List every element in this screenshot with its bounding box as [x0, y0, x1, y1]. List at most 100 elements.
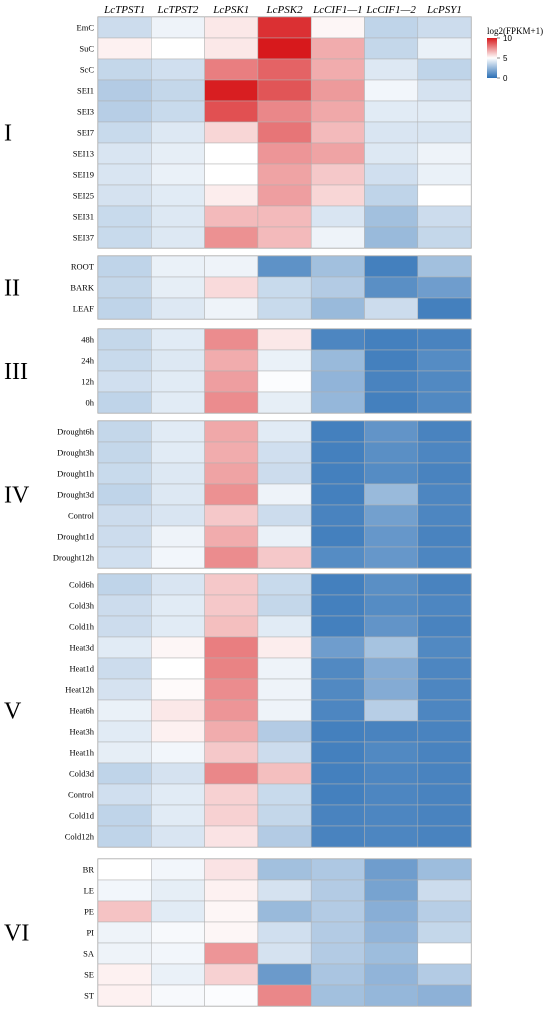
- heatmap-cell: [151, 370, 205, 393]
- heatmap-cell: [364, 678, 419, 701]
- column-label: LcCIF1—1: [312, 4, 363, 16]
- colorbar-ticks: 10 5 0: [497, 34, 512, 83]
- heatmap-cell: [310, 921, 365, 944]
- heatmap-cell: [151, 699, 205, 722]
- heatmap-cell: [204, 657, 259, 680]
- heatmap-cell: [417, 699, 472, 722]
- heatmap-cell: [310, 79, 365, 102]
- heatmap-cell: [97, 879, 152, 902]
- heatmap-cell: [97, 276, 152, 299]
- heatmap-groups: EmC SuC ScC SEI1 SEI3 SEI7 SEI13 SEI19 SEI25 SEI3…: [4, 16, 472, 1007]
- heatmap-cell: [417, 58, 472, 81]
- heatmap-cell: [257, 205, 312, 228]
- heatmap-cell: [417, 483, 472, 506]
- row-label: ScC: [80, 65, 95, 75]
- row-label: SEI25: [73, 191, 94, 201]
- heatmap-cell: [364, 276, 419, 299]
- heatmap-cell: [310, 525, 365, 548]
- row-label: Heat1d: [69, 664, 94, 674]
- heatmap-cell: [257, 762, 312, 785]
- heatmap-cell: [204, 483, 259, 506]
- heatmap-cell: [151, 100, 205, 123]
- heatmap-cell: [97, 942, 152, 965]
- heatmap-cell: [417, 142, 472, 165]
- heatmap-cell: [257, 37, 312, 60]
- heatmap-cell: [204, 858, 259, 881]
- heatmap-cell: [257, 699, 312, 722]
- row-label: Heat12h: [65, 685, 95, 695]
- heatmap-cell: [257, 100, 312, 123]
- heatmap-cell: [310, 720, 365, 743]
- heatmap-cell: [417, 900, 472, 923]
- heatmap-cell: [257, 483, 312, 506]
- heatmap-cell: [204, 963, 259, 986]
- row-label: ST: [84, 991, 95, 1001]
- heatmap-cell: [310, 163, 365, 186]
- row-label: BR: [83, 865, 95, 875]
- heatmap-cell: [97, 900, 152, 923]
- heatmap-cell: [364, 121, 419, 144]
- heatmap-cell: [204, 525, 259, 548]
- row-label: Cold1d: [69, 811, 95, 821]
- heatmap-cell: [364, 573, 419, 596]
- row-label: Drought3h: [57, 448, 95, 458]
- heatmap-cell: [364, 615, 419, 638]
- heatmap-cell: [364, 783, 419, 806]
- heatmap-cell: [257, 741, 312, 764]
- heatmap-cell: [417, 678, 472, 701]
- heatmap-cell: [364, 762, 419, 785]
- heatmap-cell: [151, 255, 205, 278]
- heatmap-cell: [151, 525, 205, 548]
- heatmap-cell: [364, 391, 419, 414]
- heatmap-cell: [97, 699, 152, 722]
- heatmap-cell: [310, 804, 365, 827]
- heatmap-cell: [257, 420, 312, 443]
- heatmap-cell: [417, 328, 472, 351]
- heatmap-cell: [204, 121, 259, 144]
- heatmap-cell: [97, 804, 152, 827]
- heatmap-cell: [204, 462, 259, 485]
- row-label: Heat3d: [69, 643, 94, 653]
- heatmap-cell: [97, 825, 152, 848]
- heatmap-cell: [310, 573, 365, 596]
- heatmap-cell: [310, 370, 365, 393]
- heatmap-cell: [364, 963, 419, 986]
- heatmap-cell: [151, 783, 205, 806]
- heatmap-cell: [310, 328, 365, 351]
- heatmap-cell: [97, 58, 152, 81]
- heatmap-cell: [97, 720, 152, 743]
- heatmap-cell: [257, 349, 312, 372]
- heatmap-cell: [151, 720, 205, 743]
- heatmap-cell: [97, 391, 152, 414]
- heatmap-cell: [257, 462, 312, 485]
- heatmap-cell: [204, 615, 259, 638]
- heatmap-cell: [204, 783, 259, 806]
- heatmap-cell: [417, 636, 472, 659]
- heatmap-cell: [310, 900, 365, 923]
- heatmap-cell: [151, 636, 205, 659]
- heatmap-cell: [364, 636, 419, 659]
- heatmap-cell: [257, 657, 312, 680]
- row-label: ROOT: [71, 262, 95, 272]
- row-label: Cold6h: [69, 580, 95, 590]
- heatmap-cell: [151, 963, 205, 986]
- heatmap-cell: [257, 858, 312, 881]
- heatmap-cell: [204, 297, 259, 320]
- heatmap-cell: [204, 205, 259, 228]
- group-label: III: [4, 359, 28, 385]
- row-label: Cold12h: [65, 832, 95, 842]
- heatmap-cell: [97, 783, 152, 806]
- heatmap-cell: [257, 879, 312, 902]
- row-label: SEI31: [73, 212, 94, 222]
- colorbar-gradient: [487, 38, 497, 78]
- heatmap-cell: [97, 594, 152, 617]
- heatmap-cell: [151, 462, 205, 485]
- heatmap-cell: [310, 483, 365, 506]
- heatmap-cell: [417, 16, 472, 39]
- heatmap-cell: [204, 678, 259, 701]
- heatmap-cell: [310, 858, 365, 881]
- heatmap-cell: [417, 594, 472, 617]
- heatmap-cell: [417, 205, 472, 228]
- heatmap-cell: [364, 858, 419, 881]
- column-label: LcTPST2: [156, 4, 198, 16]
